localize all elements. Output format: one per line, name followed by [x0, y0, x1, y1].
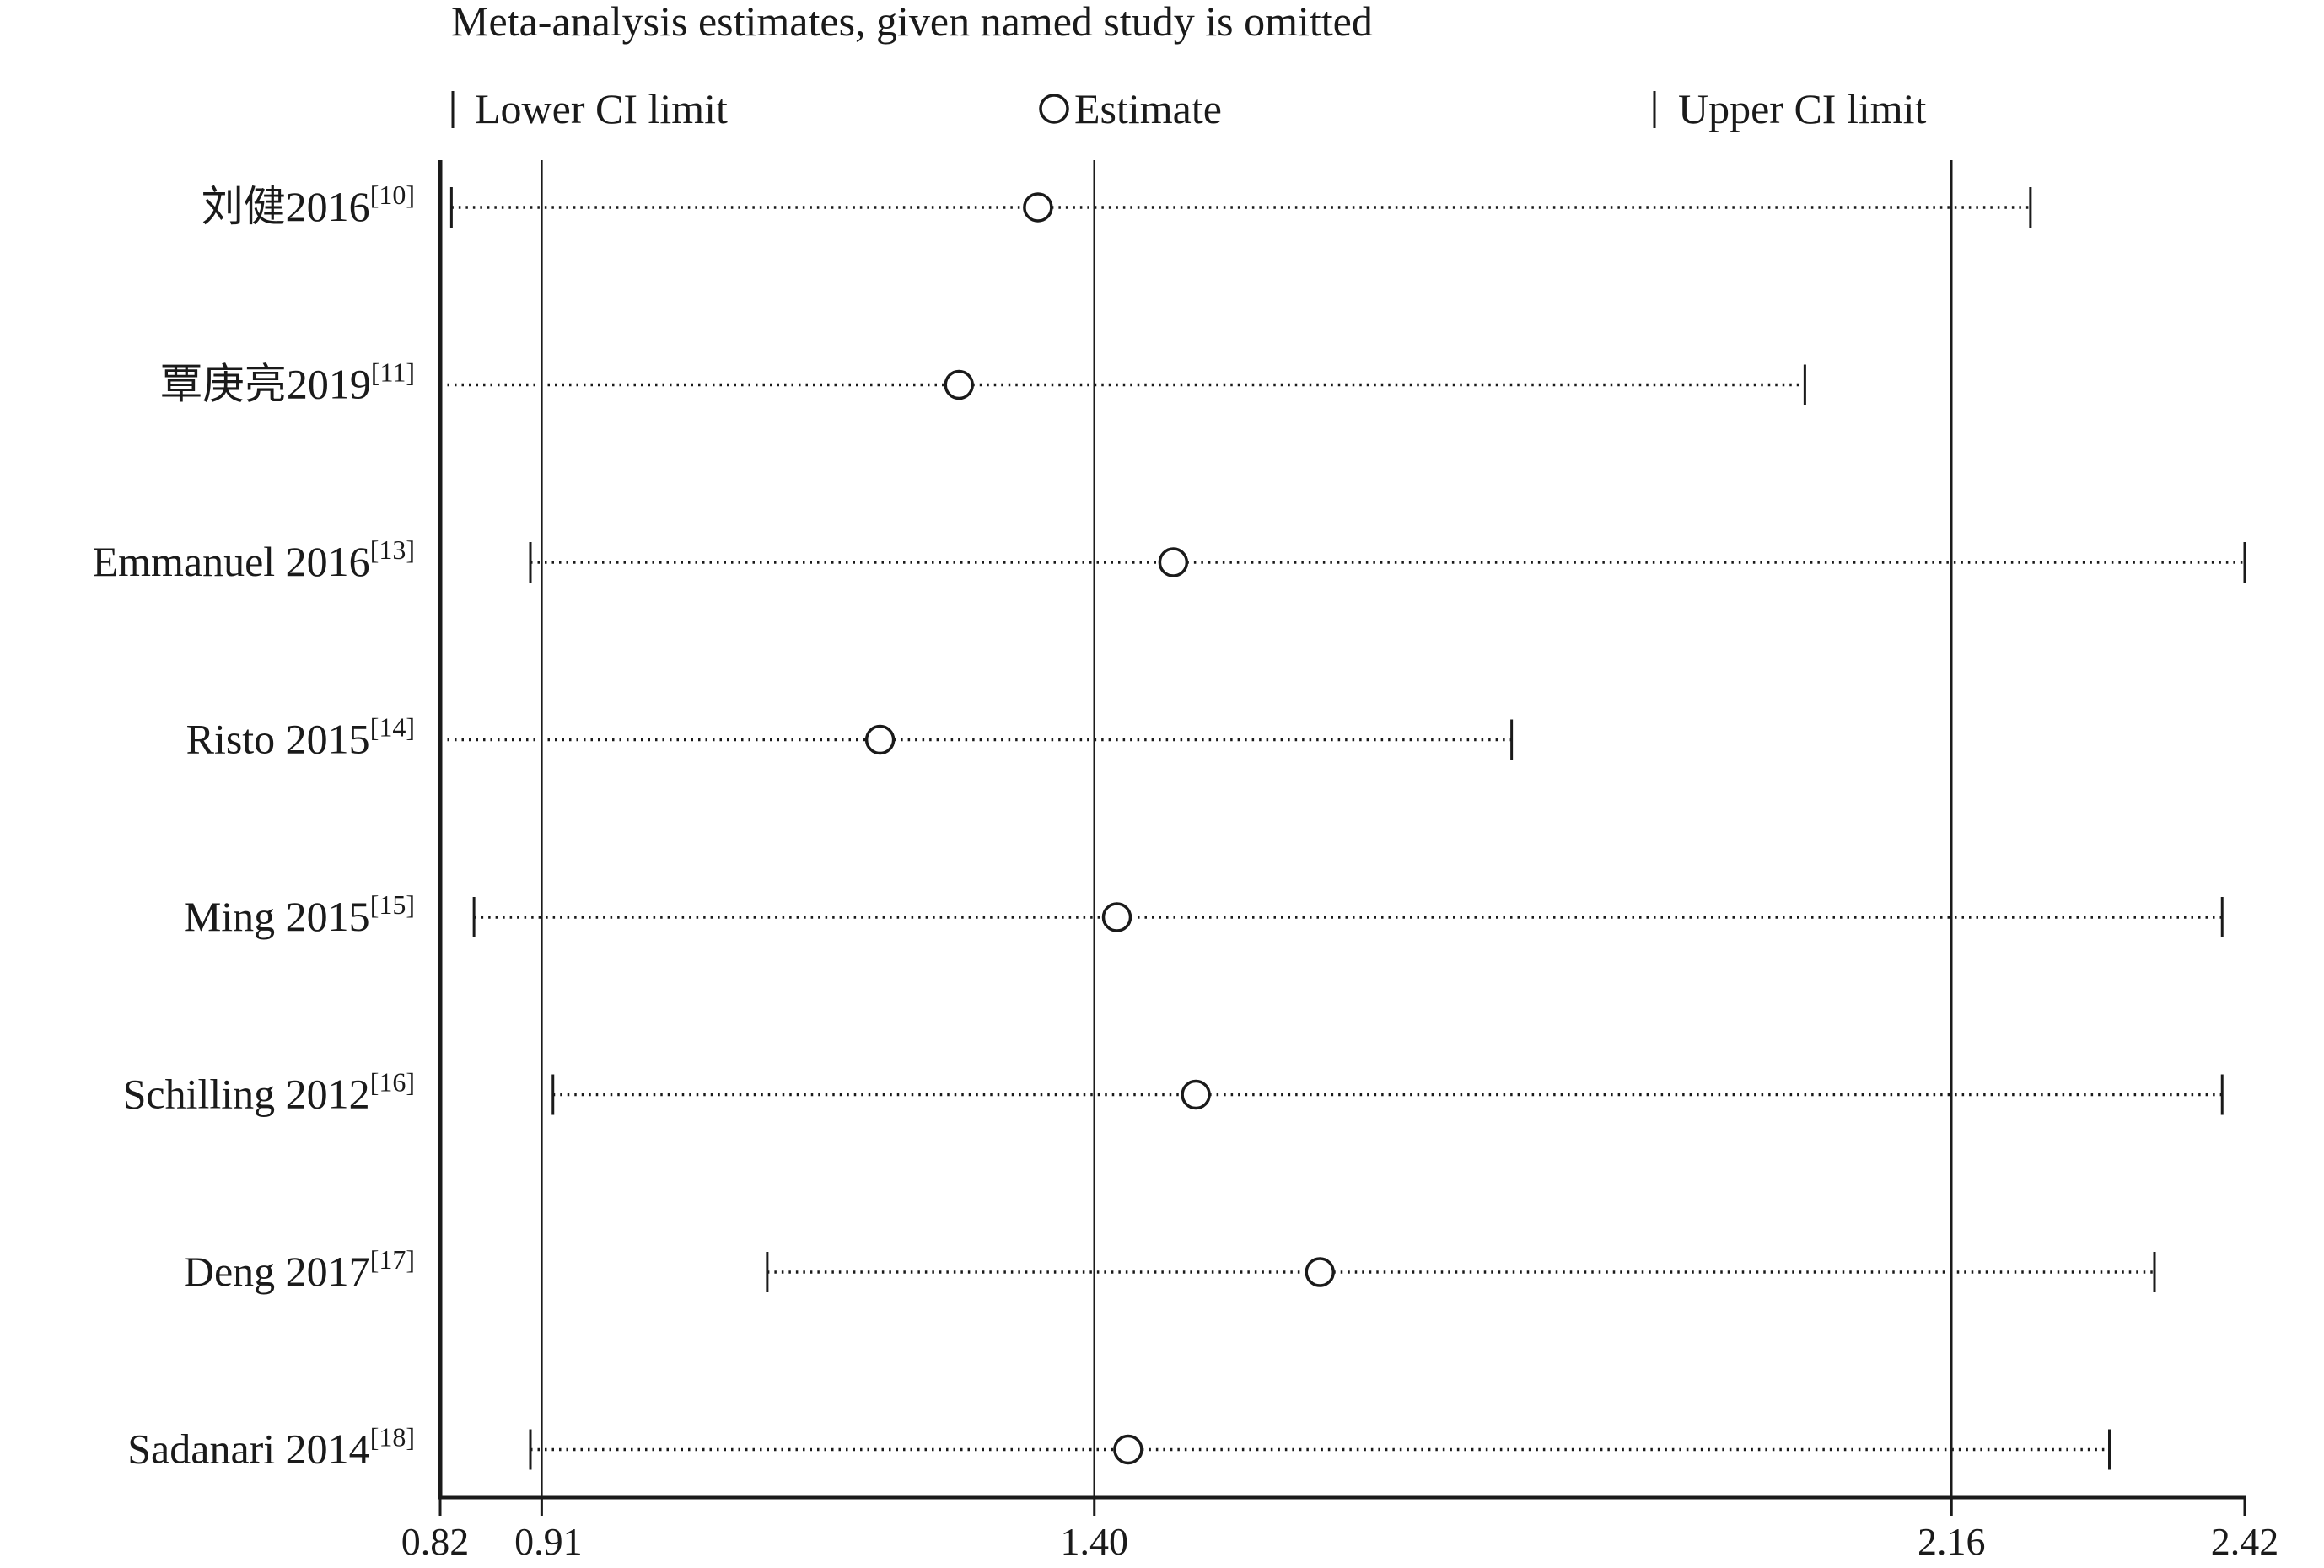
study-label-5: Schilling 2012[16]: [123, 1067, 415, 1118]
study-ref: [17]: [370, 1244, 415, 1275]
estimate-point-0: [1023, 192, 1053, 223]
x-tick-label-1: 0.91: [514, 1520, 583, 1563]
study-label-0: 刘健2016[10]: [202, 180, 415, 230]
x-tick-label-2: 1.40: [1061, 1520, 1129, 1563]
study-name: Deng 2017: [184, 1248, 370, 1295]
legend-estimate-marker: [1039, 94, 1069, 124]
study-name: Ming 2015: [184, 893, 370, 940]
estimate-point-2: [1158, 547, 1189, 577]
study-label-6: Deng 2017[17]: [184, 1244, 415, 1295]
study-ref: [13]: [370, 534, 415, 565]
study-label-3: Risto 2015[14]: [186, 712, 415, 763]
study-label-1: 覃庚亮2019[11]: [160, 357, 415, 408]
estimate-point-3: [864, 724, 896, 755]
study-name: 刘健2016: [202, 183, 370, 230]
estimate-point-6: [1305, 1257, 1335, 1287]
study-name: 覃庚亮2019: [160, 361, 371, 408]
study-label-7: Sadanari 2014[18]: [127, 1422, 415, 1473]
study-name: Sadanari 2014: [127, 1426, 369, 1473]
x-tick-label-3: 2.16: [1918, 1520, 1986, 1563]
study-label-4: Ming 2015[15]: [184, 889, 415, 940]
study-name: Emmanuel 2016: [93, 538, 370, 585]
x-tick-label-0: 0.82: [401, 1520, 470, 1563]
x-tick-label-4: 2.42: [2211, 1520, 2279, 1563]
estimate-point-1: [944, 369, 974, 400]
study-ref: [18]: [370, 1422, 415, 1453]
study-ref: [16]: [370, 1067, 415, 1098]
estimate-point-4: [1101, 902, 1132, 932]
study-ref: [14]: [370, 712, 415, 743]
legend: Lower CI limit Estimate Upper CI limit: [451, 85, 1927, 132]
study-ref: [10]: [370, 180, 415, 210]
study-name: Risto 2015: [186, 716, 370, 763]
legend-estimate-label: Estimate: [1074, 85, 1222, 132]
study-ref: [11]: [371, 357, 415, 388]
study-ref: [15]: [370, 889, 415, 920]
chart-title: Meta-analysis estimates, given named stu…: [451, 0, 1373, 45]
legend-upper-label: Upper CI limit: [1678, 85, 1927, 132]
estimate-point-5: [1181, 1079, 1211, 1110]
legend-lower-label: Lower CI limit: [475, 85, 728, 132]
plot-area: 0.82 0.91 1.40 2.16 2.42 刘健2016[10] 覃庚亮2019[11…: [93, 160, 2279, 1563]
study-label-2: Emmanuel 2016[13]: [93, 534, 415, 585]
study-name: Schilling 2012: [123, 1071, 370, 1118]
estimate-point-7: [1113, 1434, 1143, 1465]
